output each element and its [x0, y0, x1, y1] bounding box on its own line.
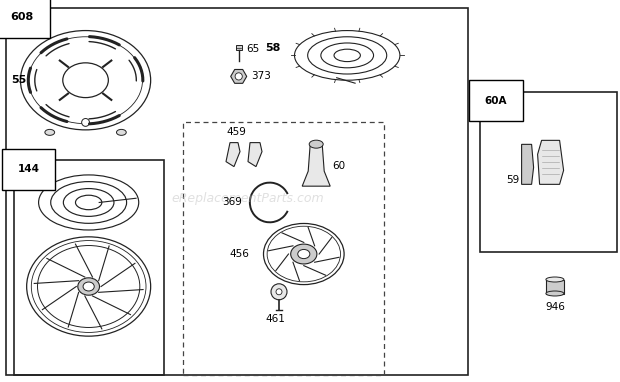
Text: 608: 608	[10, 11, 33, 22]
Polygon shape	[521, 144, 534, 185]
Text: 55: 55	[11, 75, 27, 85]
Circle shape	[276, 289, 282, 295]
Circle shape	[271, 284, 287, 300]
Text: 946: 946	[545, 301, 565, 311]
Ellipse shape	[546, 291, 564, 296]
Bar	[236, 45, 242, 50]
Bar	[546, 280, 564, 293]
Polygon shape	[302, 144, 330, 186]
Ellipse shape	[117, 129, 126, 135]
Polygon shape	[231, 70, 247, 83]
Ellipse shape	[546, 277, 564, 282]
Bar	[6, 8, 468, 375]
Text: 60A: 60A	[484, 96, 507, 106]
Text: 369: 369	[222, 197, 242, 207]
Text: 65: 65	[247, 44, 260, 55]
Text: 59: 59	[507, 175, 520, 185]
Circle shape	[235, 73, 242, 80]
Polygon shape	[538, 140, 564, 185]
Ellipse shape	[298, 249, 310, 259]
Bar	[14, 160, 164, 375]
Text: eReplacementParts.com: eReplacementParts.com	[172, 192, 324, 205]
Ellipse shape	[78, 278, 100, 295]
Polygon shape	[226, 142, 240, 167]
Text: 144: 144	[17, 164, 40, 175]
Ellipse shape	[83, 282, 94, 291]
Text: 456: 456	[229, 249, 249, 259]
Text: 459: 459	[226, 126, 246, 137]
Text: 60: 60	[332, 161, 345, 171]
Bar	[183, 122, 384, 375]
Ellipse shape	[45, 129, 55, 135]
Text: 461: 461	[265, 314, 285, 324]
Bar	[480, 92, 617, 252]
Ellipse shape	[291, 244, 317, 264]
Ellipse shape	[309, 140, 323, 148]
Polygon shape	[248, 142, 262, 167]
Text: 373: 373	[250, 71, 270, 81]
Circle shape	[82, 118, 89, 126]
Text: 58: 58	[265, 43, 280, 53]
